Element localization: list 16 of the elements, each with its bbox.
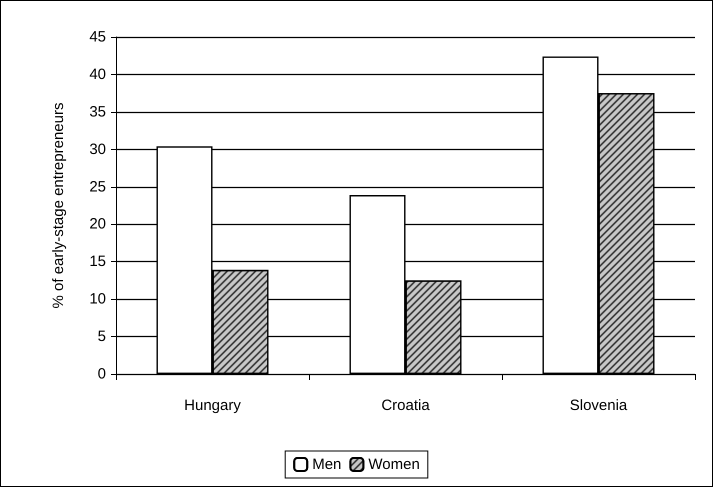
x-tick-label: Hungary bbox=[184, 397, 242, 414]
y-tick-label: 20 bbox=[89, 216, 106, 233]
y-tick-label: 25 bbox=[89, 178, 106, 196]
legend-label: Women bbox=[368, 456, 420, 473]
y-tick-label: 0 bbox=[98, 366, 106, 382]
y-tick-label: 45 bbox=[89, 28, 106, 46]
x-tick-label: Croatia bbox=[381, 397, 430, 414]
y-tick-label: 35 bbox=[89, 103, 106, 120]
legend-label: Men bbox=[312, 456, 342, 473]
y-tick-label: 30 bbox=[89, 140, 106, 158]
y-tick-label: 10 bbox=[89, 290, 106, 308]
x-tick-label: Slovenia bbox=[570, 397, 628, 414]
y-tick-label: 40 bbox=[89, 66, 106, 83]
y-tick-label: 5 bbox=[98, 328, 106, 346]
y-tick-label: 15 bbox=[89, 253, 106, 270]
y-axis-title: % of early-stage entrepreneurs bbox=[50, 102, 67, 308]
